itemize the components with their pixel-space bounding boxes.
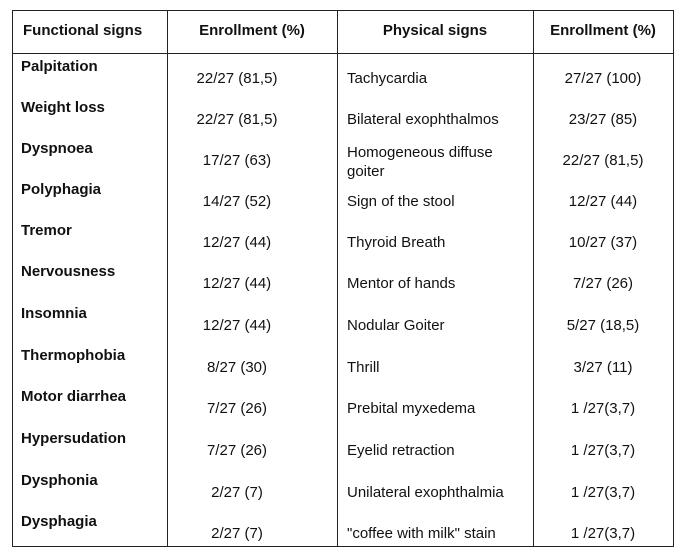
functional-enrollment: 12/27 (44) bbox=[202, 234, 272, 251]
functional-enrollment: 12/27 (44) bbox=[202, 275, 272, 292]
physical-sign: Homogeneous diffuse goiter bbox=[347, 144, 493, 180]
functional-sign: Thermophobia bbox=[21, 347, 126, 364]
physical-sign: "coffee with milk" stain bbox=[347, 525, 496, 542]
functional-enrollment: 14/27 (52) bbox=[202, 193, 272, 210]
physical-enrollment: 10/27 (37) bbox=[568, 234, 638, 251]
physical-enrollment: 3/27 (11) bbox=[573, 359, 633, 376]
functional-enrollment: 8/27 (30) bbox=[206, 359, 268, 376]
functional-sign: Dysphagia bbox=[21, 513, 97, 530]
physical-enrollment: 12/27 (44) bbox=[568, 193, 638, 210]
table-row: Dyspnoea 17/27 (63) Homogeneous diffuse … bbox=[13, 140, 673, 183]
physical-enrollment: 23/27 (85) bbox=[568, 111, 638, 128]
functional-enrollment: 2/27 (7) bbox=[211, 484, 263, 501]
column-divider bbox=[167, 11, 168, 546]
functional-sign: Nervousness bbox=[21, 263, 116, 280]
functional-enrollment: 12/27 (44) bbox=[202, 317, 272, 334]
physical-enrollment: 5/27 (18,5) bbox=[566, 317, 640, 334]
functional-enrollment: 7/27 (26) bbox=[206, 400, 268, 417]
functional-sign: Insomnia bbox=[21, 305, 87, 322]
physical-enrollment: 1 /27(3,7) bbox=[570, 484, 636, 501]
physical-sign: Nodular Goiter bbox=[347, 317, 445, 334]
physical-sign: Bilateral exophthalmos bbox=[347, 111, 499, 128]
signs-table: Functional signs Enrollment (%) Physical… bbox=[12, 10, 674, 547]
table-row: Dysphagia 2/27 (7) "coffee with milk" st… bbox=[13, 513, 673, 556]
physical-sign: Tachycardia bbox=[347, 70, 428, 87]
physical-sign: Unilateral exophthalmia bbox=[347, 484, 504, 501]
header-enrollment-physical: Enrollment (%) bbox=[550, 22, 656, 39]
table-row: Nervousness 12/27 (44) Mentor of hands 7… bbox=[13, 263, 673, 306]
physical-sign: Prebital myxedema bbox=[347, 400, 476, 417]
physical-sign: Thyroid Breath bbox=[347, 234, 446, 251]
column-divider bbox=[533, 11, 534, 546]
functional-sign: Hypersudation bbox=[21, 430, 127, 447]
physical-enrollment: 22/27 (81,5) bbox=[562, 152, 644, 169]
physical-enrollment: 1 /27(3,7) bbox=[570, 442, 636, 459]
table-row: Polyphagia 14/27 (52) Sign of the stool … bbox=[13, 181, 673, 224]
functional-sign: Motor diarrhea bbox=[21, 388, 127, 405]
header-enrollment-functional: Enrollment (%) bbox=[199, 22, 305, 39]
functional-enrollment: 17/27 (63) bbox=[202, 152, 272, 169]
table-row: Dysphonia 2/27 (7) Unilateral exophthalm… bbox=[13, 472, 673, 515]
physical-sign: Thrill bbox=[347, 359, 380, 376]
physical-enrollment: 1 /27(3,7) bbox=[570, 400, 636, 417]
header-physical-signs: Physical signs bbox=[382, 22, 488, 39]
table-row: Thermophobia 8/27 (30) Thrill 3/27 (11) bbox=[13, 347, 673, 390]
functional-sign: Dysphonia bbox=[21, 472, 98, 489]
table-row: Weight loss 22/27 (81,5) Bilateral exoph… bbox=[13, 99, 673, 142]
functional-enrollment: 22/27 (81,5) bbox=[196, 111, 278, 128]
functional-sign: Tremor bbox=[21, 222, 72, 239]
physical-enrollment: 1 /27(3,7) bbox=[570, 525, 636, 542]
functional-sign: Weight loss bbox=[21, 99, 105, 116]
functional-sign: Polyphagia bbox=[21, 181, 102, 198]
functional-enrollment: 2/27 (7) bbox=[211, 525, 263, 542]
physical-sign: Eyelid retraction bbox=[347, 442, 455, 459]
table-row: Hypersudation 7/27 (26) Eyelid retractio… bbox=[13, 430, 673, 473]
table-row: Insomnia 12/27 (44) Nodular Goiter 5/27 … bbox=[13, 305, 673, 348]
header-functional-signs: Functional signs bbox=[23, 22, 143, 39]
table-row: Tremor 12/27 (44) Thyroid Breath 10/27 (… bbox=[13, 222, 673, 265]
functional-sign: Dyspnoea bbox=[21, 140, 93, 157]
functional-enrollment: 7/27 (26) bbox=[206, 442, 268, 459]
physical-sign: Sign of the stool bbox=[347, 193, 455, 210]
table-row: Motor diarrhea 7/27 (26) Prebital myxede… bbox=[13, 388, 673, 431]
table-row: Palpitation 22/27 (81,5) Tachycardia 27/… bbox=[13, 58, 673, 101]
physical-sign: Mentor of hands bbox=[347, 275, 456, 292]
physical-enrollment: 27/27 (100) bbox=[564, 70, 642, 87]
functional-enrollment: 22/27 (81,5) bbox=[196, 70, 278, 87]
column-divider bbox=[337, 11, 338, 546]
table-header: Functional signs Enrollment (%) Physical… bbox=[13, 11, 673, 54]
physical-enrollment: 7/27 (26) bbox=[572, 275, 634, 292]
functional-sign: Palpitation bbox=[21, 58, 98, 75]
